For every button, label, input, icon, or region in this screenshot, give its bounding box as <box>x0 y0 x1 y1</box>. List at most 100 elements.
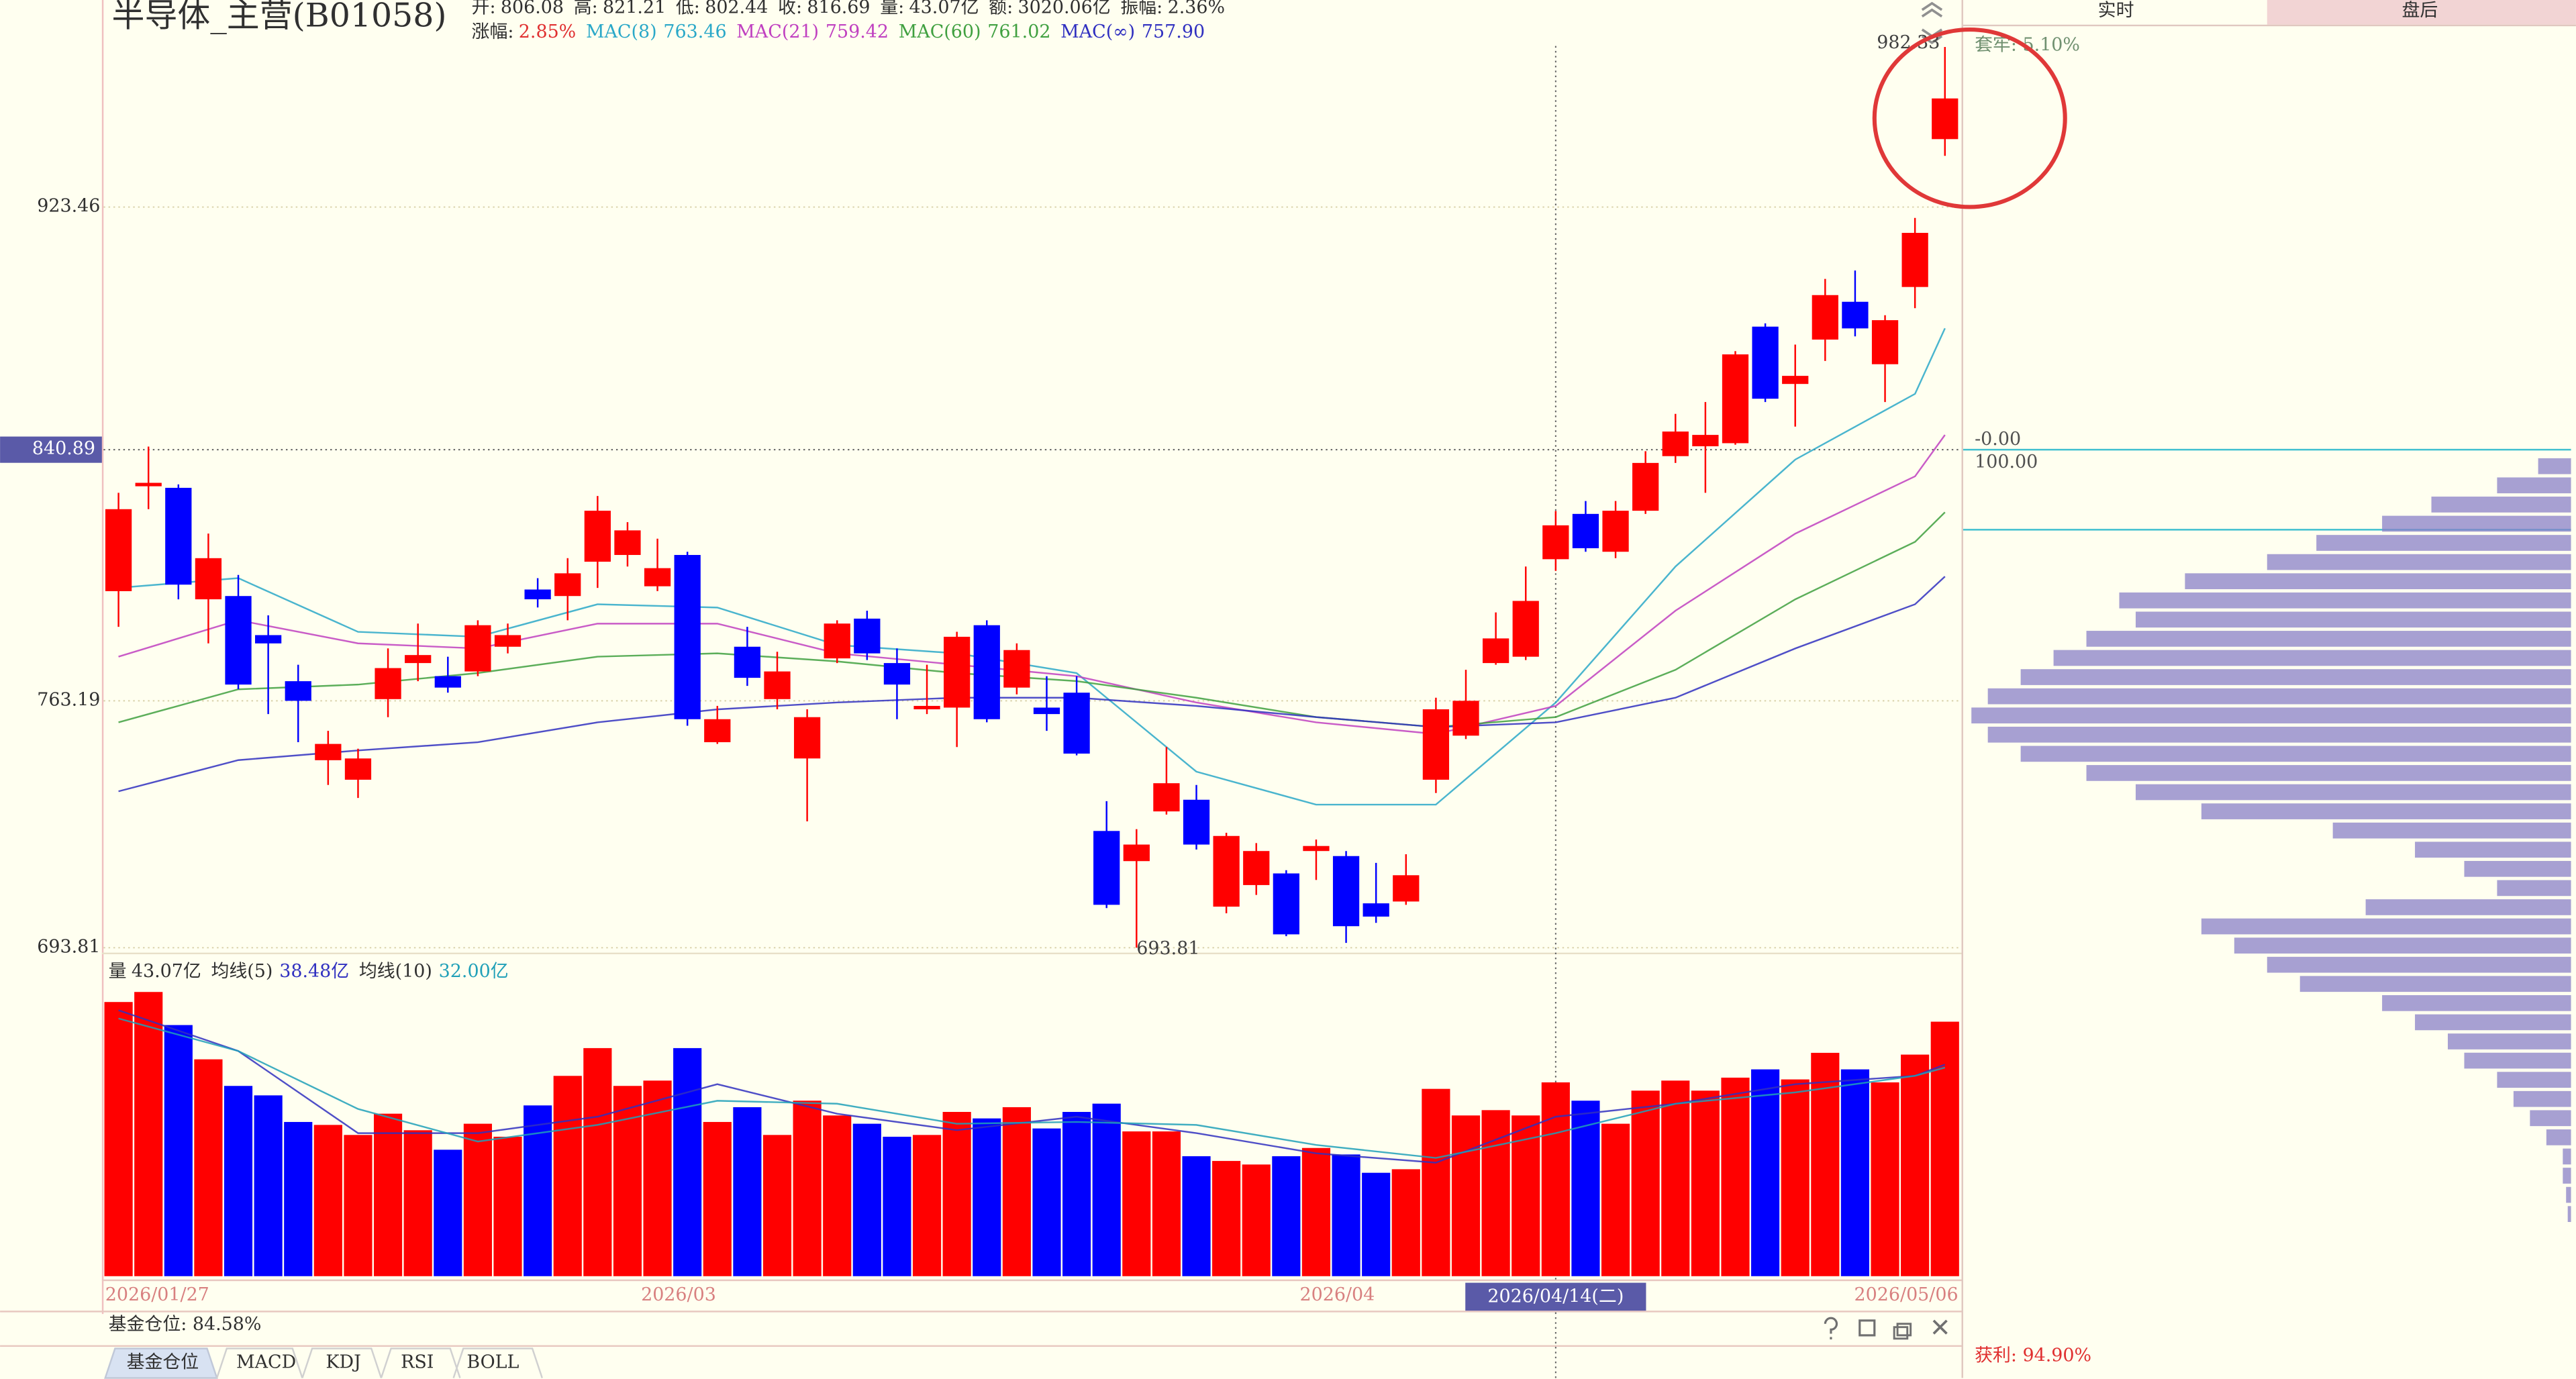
info-line: 开: 806.08 高: 821.21 低: 802.44 收: 816.69 量: 43.07亿… <box>472 0 1226 17</box>
volume-header: 量 43.07亿 均线(5) 38.48亿 均线(10) 32.00亿 <box>109 961 509 982</box>
candle-body <box>344 758 372 780</box>
chip-band <box>2234 937 2571 954</box>
candle-body <box>1213 835 1240 907</box>
chip-band <box>2464 1052 2571 1069</box>
candle-body <box>1363 903 1389 917</box>
ma-line: 涨幅: 2.85% MAC(8) 763.46 MAC(21) 759.42 MAC(60)… <box>472 21 1205 42</box>
chip-band <box>2086 631 2571 647</box>
candle-body <box>1812 295 1838 340</box>
chip-band <box>2201 803 2571 819</box>
ma-name: MAC(60) <box>899 21 981 42</box>
chip-band <box>2497 1072 2571 1088</box>
volume-bar <box>1092 1103 1121 1276</box>
footer-tab[interactable]: MACD <box>236 1352 296 1373</box>
info-value: 3020.06亿 <box>1018 0 1110 17</box>
candle-body <box>165 487 192 585</box>
tab-bg <box>2267 0 2576 25</box>
ma-name: MAC(∞) <box>1060 21 1135 42</box>
candle-body <box>1542 525 1569 560</box>
candle-body <box>1003 650 1030 688</box>
volume-bar <box>434 1150 462 1276</box>
candle-body <box>1782 376 1809 385</box>
candle-body <box>584 511 611 562</box>
maximize-icon[interactable] <box>1859 1319 1876 1337</box>
volume-bar <box>1871 1082 1899 1276</box>
volume-bar <box>134 992 163 1276</box>
chip-scale-label: 100.00 <box>1975 452 2038 472</box>
info-label: 收: <box>778 0 802 17</box>
volume-bar <box>762 1135 792 1276</box>
vol-ma-value: 32.00亿 <box>439 961 509 982</box>
volume-bar <box>673 1048 702 1276</box>
volume-bar <box>1391 1169 1420 1276</box>
info-value: 806.08 <box>501 0 564 17</box>
chip-band <box>2415 841 2571 858</box>
footer-tab[interactable]: BOLL <box>466 1352 519 1373</box>
tab-active[interactable] <box>104 1347 218 1379</box>
ma-value: 759.42 <box>826 21 889 42</box>
volume-bar <box>1691 1090 1720 1276</box>
volume-bar <box>793 1101 822 1276</box>
chip-band <box>2563 1168 2571 1184</box>
ma-name: MAC(8) <box>586 21 657 42</box>
volume-bar <box>313 1125 342 1276</box>
candle-body <box>1033 707 1060 715</box>
chip-band <box>2119 592 2571 609</box>
y-tick-label: 923.46 <box>37 196 100 217</box>
volume-bar <box>1122 1131 1151 1276</box>
volume-bar <box>1541 1082 1570 1276</box>
info-value: 816.69 <box>807 0 870 17</box>
chip-band <box>2267 554 2571 570</box>
volume-bar <box>823 1115 852 1276</box>
info-value: 43.07亿 <box>909 0 979 17</box>
candle-body <box>554 573 581 597</box>
chip-band <box>2316 535 2571 551</box>
ma-value: 757.90 <box>1142 21 1205 42</box>
candle-body <box>854 618 881 654</box>
volume-bar <box>493 1136 522 1276</box>
candle-body <box>1393 875 1420 902</box>
candle-body <box>464 625 491 672</box>
chip-band <box>2086 765 2571 781</box>
info-label: 振幅: <box>1120 0 1162 17</box>
candle-body <box>494 635 522 647</box>
chip-band <box>1971 707 2571 724</box>
volume-bar <box>973 1118 1001 1276</box>
volume-bar <box>733 1107 762 1276</box>
volume-bar <box>463 1123 492 1276</box>
chart-title: 半导体_主营(B01058) <box>112 0 447 34</box>
candle-body <box>375 668 401 699</box>
candle-body <box>1572 513 1599 548</box>
x-tick-label: 2026/03 <box>641 1284 716 1305</box>
chip-band <box>2382 994 2571 1011</box>
info-label: 低: <box>676 0 700 17</box>
volume-bar <box>1661 1080 1690 1276</box>
candle-body <box>1303 846 1330 852</box>
volume-bar <box>1721 1077 1750 1276</box>
help-icon[interactable] <box>1824 1317 1838 1340</box>
tab[interactable]: 盘后 <box>2401 0 2438 21</box>
chip-band <box>2332 822 2571 839</box>
crosshair-date-box <box>1465 1282 1646 1311</box>
candle-body <box>1632 462 1659 511</box>
chip-band <box>2053 650 2571 666</box>
candle-body <box>1332 856 1360 927</box>
tab[interactable]: 实时 <box>2098 0 2134 21</box>
volume-value: 43.07亿 <box>132 961 201 982</box>
scroll-arrows[interactable] <box>1921 1 1943 44</box>
volume-bar <box>1212 1161 1241 1276</box>
chip-band <box>2546 1129 2571 1145</box>
volume-bar <box>1272 1156 1301 1276</box>
footer-tab[interactable]: KDJ <box>326 1352 360 1373</box>
restore-icon[interactable] <box>1893 1323 1912 1340</box>
candle-body <box>285 681 311 701</box>
footer-tab[interactable]: RSI <box>401 1352 434 1373</box>
candle-body <box>434 676 461 688</box>
footer-tab[interactable]: 基金仓位 <box>127 1352 199 1373</box>
candle-body <box>913 705 940 710</box>
volume-bar <box>1930 1021 1959 1276</box>
close-icon[interactable] <box>1932 1319 1948 1335</box>
volume-bar <box>1002 1107 1031 1276</box>
chip-band <box>2020 669 2571 685</box>
